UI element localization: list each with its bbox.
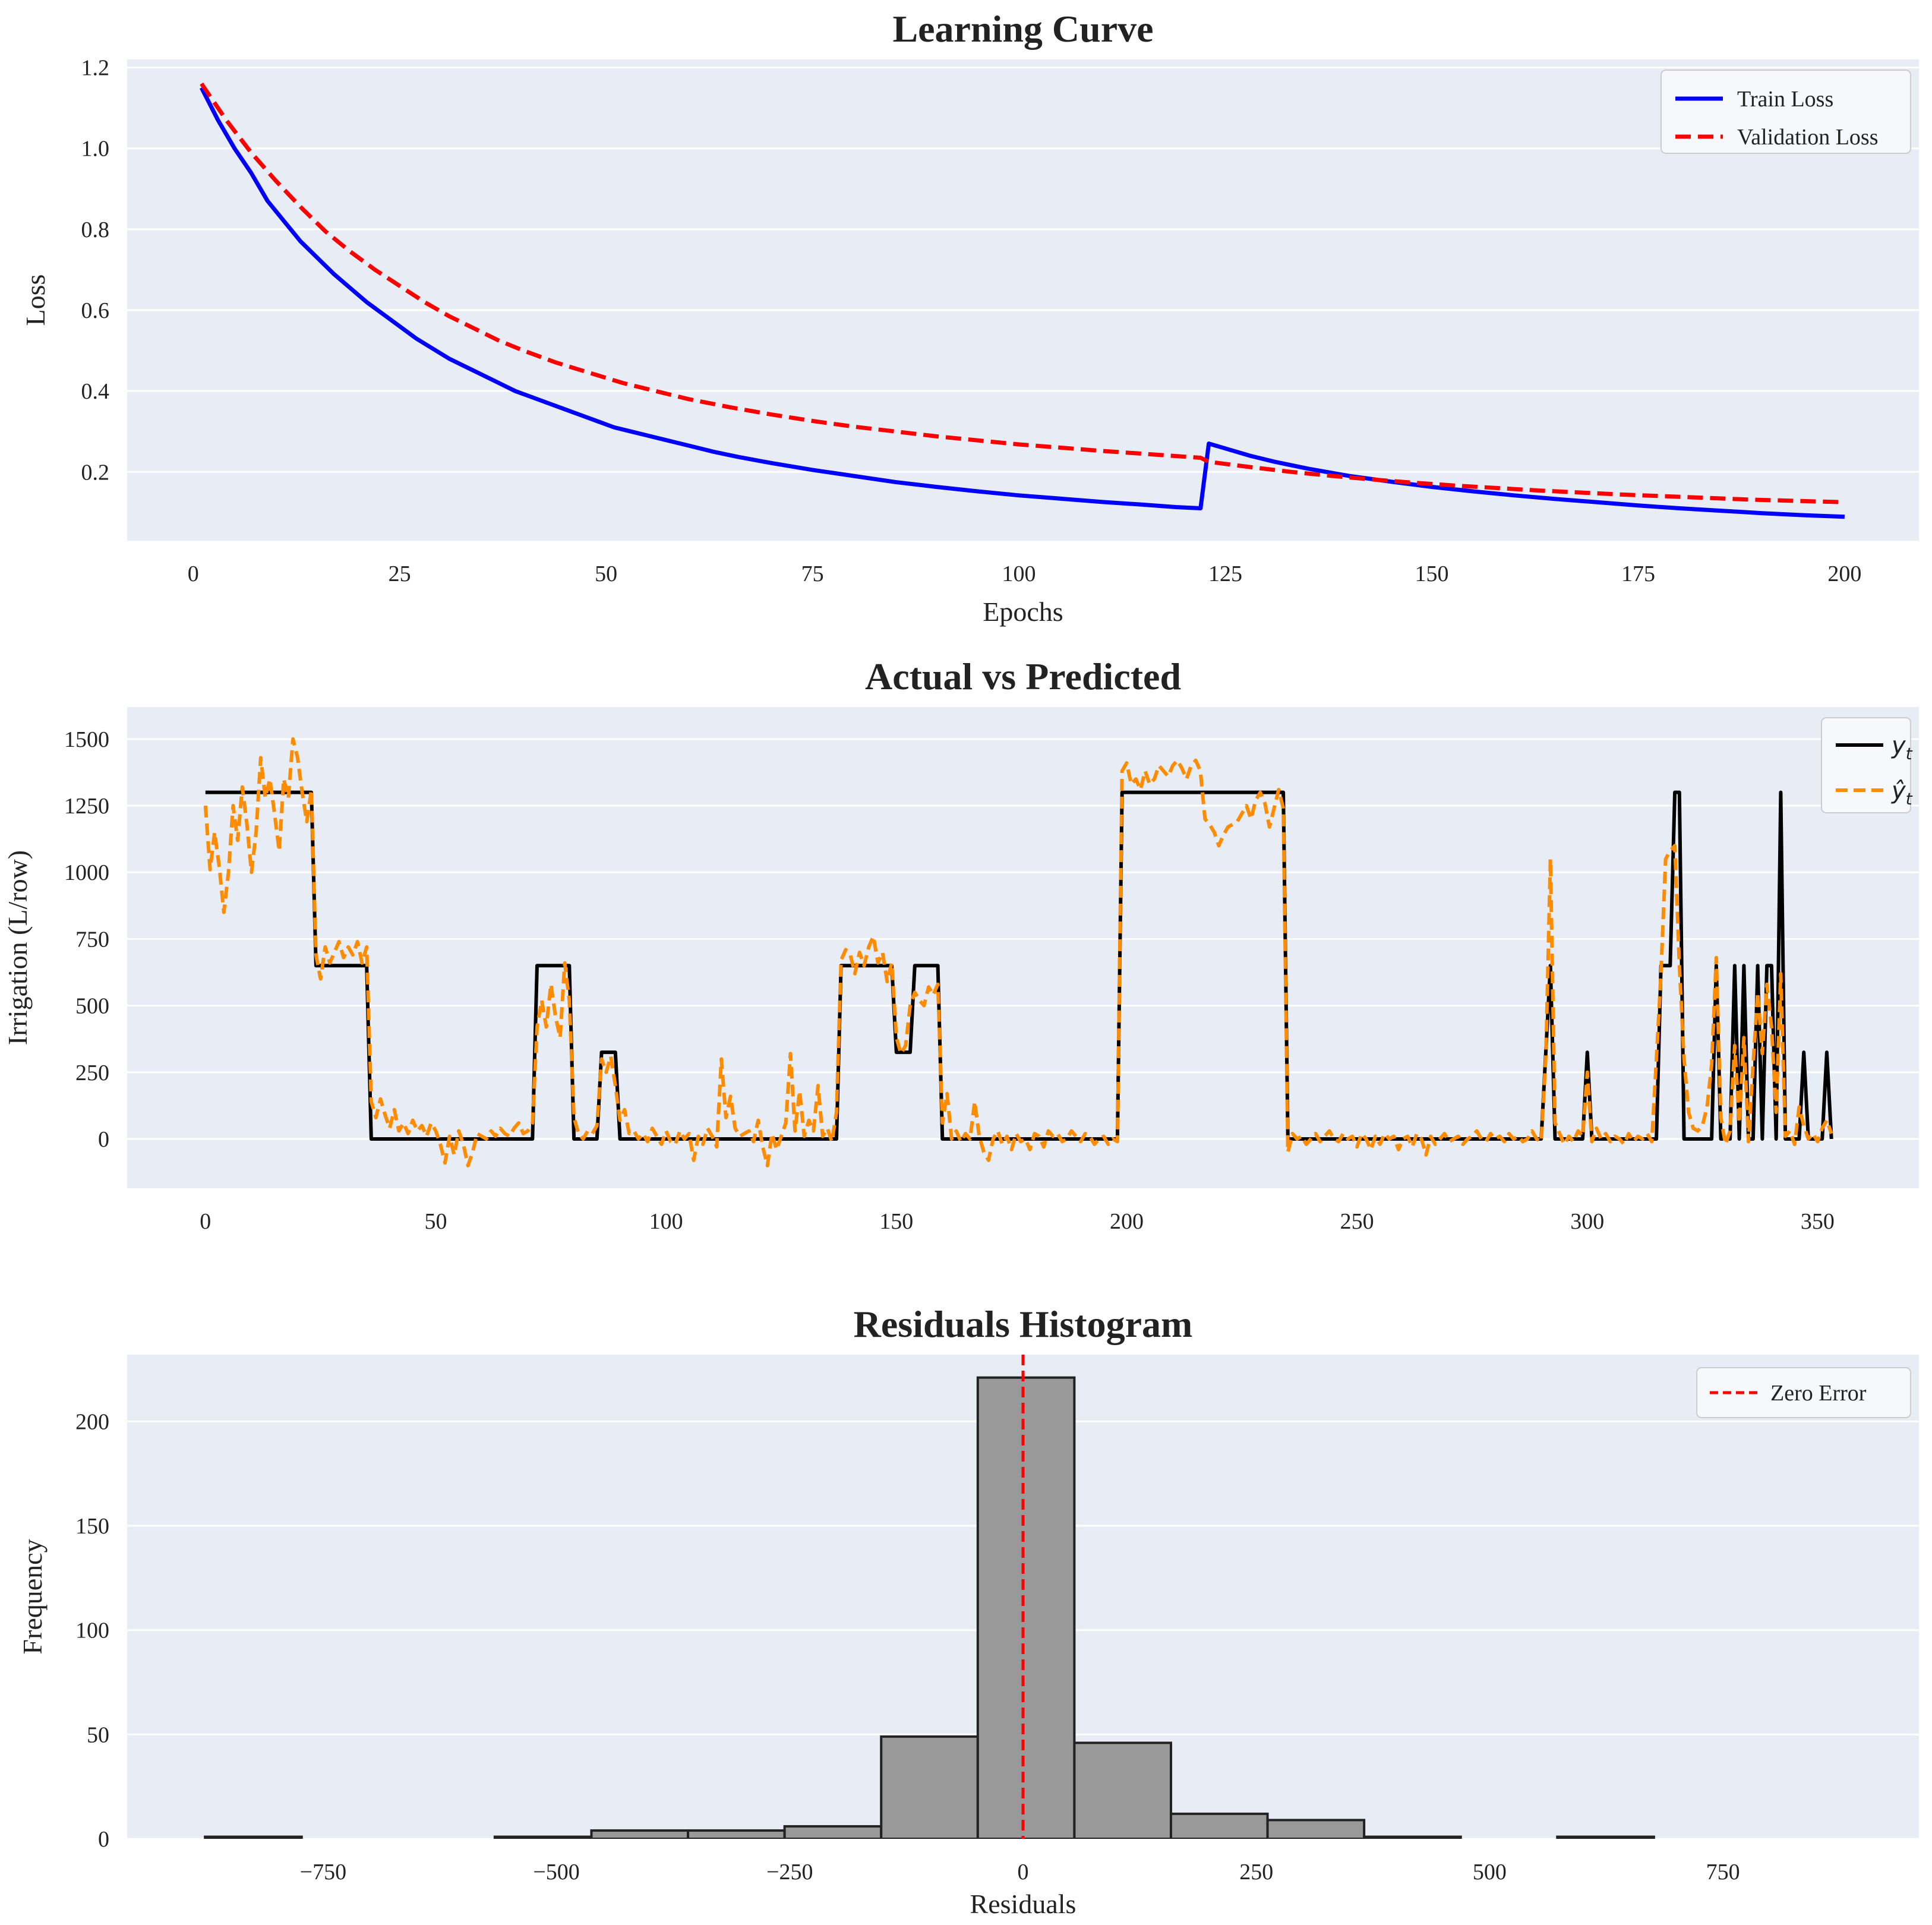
x-tick-label: 50 <box>424 1209 447 1234</box>
chart-panel-3: 0 50 100 150 200 −750 −500 −250 0 250 500 750 Residu… <box>17 1303 1919 1919</box>
chart-panel-2: 0 250 500 750 1000 1250 1500 0 50 100 150 200 250 300… <box>2 655 1919 1234</box>
histogram-bar <box>976 1376 1076 1839</box>
histogram-bar <box>783 1825 883 1839</box>
x-tick-label: 150 <box>879 1209 913 1234</box>
plot-area <box>204 1355 1655 1839</box>
chart-title: Learning Curve <box>892 8 1153 50</box>
legend-label: ŷt <box>1891 777 1913 809</box>
y-tick-label: 0.4 <box>81 379 110 404</box>
y-tick-label: 50 <box>87 1722 109 1747</box>
legend: Zero Error <box>1696 1367 1911 1418</box>
legend-label: Train Loss <box>1737 87 1833 112</box>
histogram-bar <box>1169 1812 1269 1839</box>
y-tick-label: 1000 <box>64 860 109 885</box>
y-tick-label: 750 <box>75 927 109 952</box>
histogram-bar <box>1266 1819 1366 1839</box>
x-tick-label: 0 <box>188 561 199 586</box>
x-tick-label: 300 <box>1570 1209 1604 1234</box>
histogram-bar <box>493 1835 593 1839</box>
y-tick-label: 150 <box>75 1514 109 1539</box>
y-tick-label: 250 <box>75 1061 109 1085</box>
plot-area <box>203 737 1833 1167</box>
y-axis-label: Loss <box>20 274 50 326</box>
x-tick-label: 350 <box>1801 1209 1835 1234</box>
x-tick-label: 250 <box>1239 1860 1273 1885</box>
x-tick-label: 125 <box>1208 561 1242 586</box>
y-tick-label: 1.0 <box>81 137 110 162</box>
y-tick-label: 1250 <box>64 794 109 819</box>
x-tick-label: 750 <box>1706 1860 1740 1885</box>
y-axis-label: Irrigation (L/row) <box>2 850 33 1045</box>
legend-box <box>1660 70 1911 154</box>
y-tick-label: 500 <box>75 994 109 1019</box>
y-axis-label: Frequency <box>17 1539 48 1654</box>
plot-area <box>199 82 1845 519</box>
histogram-bar <box>1073 1741 1172 1839</box>
chart-title: Residuals Histogram <box>854 1303 1193 1345</box>
x-tick-label: 175 <box>1621 561 1655 586</box>
legend: Train Loss Validation Loss <box>1660 70 1911 154</box>
chart-title: Actual vs Predicted <box>865 655 1181 698</box>
plot-background <box>127 59 1919 541</box>
x-tick-label: 50 <box>595 561 617 586</box>
series-line-2 <box>203 737 1833 1167</box>
x-tick-label: 200 <box>1110 1209 1144 1234</box>
x-tick-label: 0 <box>200 1209 211 1234</box>
y-tick-label: 0.2 <box>81 460 110 485</box>
legend-label: Zero Error <box>1770 1381 1867 1406</box>
x-tick-label: 75 <box>801 561 824 586</box>
x-tick-label: 100 <box>1002 561 1036 586</box>
y-tick-label: 100 <box>75 1618 109 1643</box>
histogram-bar <box>590 1829 690 1839</box>
y-tick-label: 1.2 <box>81 56 110 81</box>
y-tick-label: 200 <box>75 1409 109 1434</box>
series-line-1 <box>199 87 1845 519</box>
x-axis-label: Residuals <box>970 1889 1077 1919</box>
x-tick-label: 250 <box>1340 1209 1374 1234</box>
y-tick-label: 0.8 <box>81 217 110 242</box>
x-tick-label: 200 <box>1827 561 1861 586</box>
legend-label: Validation Loss <box>1737 125 1878 150</box>
x-tick-label: 100 <box>649 1209 683 1234</box>
y-tick-label: 1500 <box>64 727 109 752</box>
histogram-bar <box>204 1835 303 1839</box>
x-tick-label: 500 <box>1473 1860 1507 1885</box>
histogram-bar <box>687 1829 786 1839</box>
x-tick-label: −750 <box>300 1860 346 1885</box>
x-tick-label: −500 <box>533 1860 579 1885</box>
histogram-bar <box>1556 1835 1655 1839</box>
x-axis-label: Epochs <box>983 597 1063 627</box>
y-tick-label: 0 <box>98 1827 109 1852</box>
legend-box <box>1696 1367 1911 1418</box>
histogram-bar <box>880 1735 979 1839</box>
y-tick-label: 0 <box>98 1127 109 1152</box>
x-tick-label: 150 <box>1415 561 1448 586</box>
plot-background <box>127 707 1919 1188</box>
y-tick-label: 0.6 <box>81 298 110 323</box>
x-tick-label: 25 <box>389 561 411 586</box>
histogram-bar <box>1363 1835 1462 1839</box>
x-tick-label: −250 <box>766 1860 813 1885</box>
x-tick-label: 0 <box>1018 1860 1029 1885</box>
series-line-2 <box>200 82 1845 504</box>
chart-panel-1: 0.2 0.4 0.6 0.8 1.0 1.2 0 25 50 75 100 125 150 175 200… <box>20 8 1919 627</box>
